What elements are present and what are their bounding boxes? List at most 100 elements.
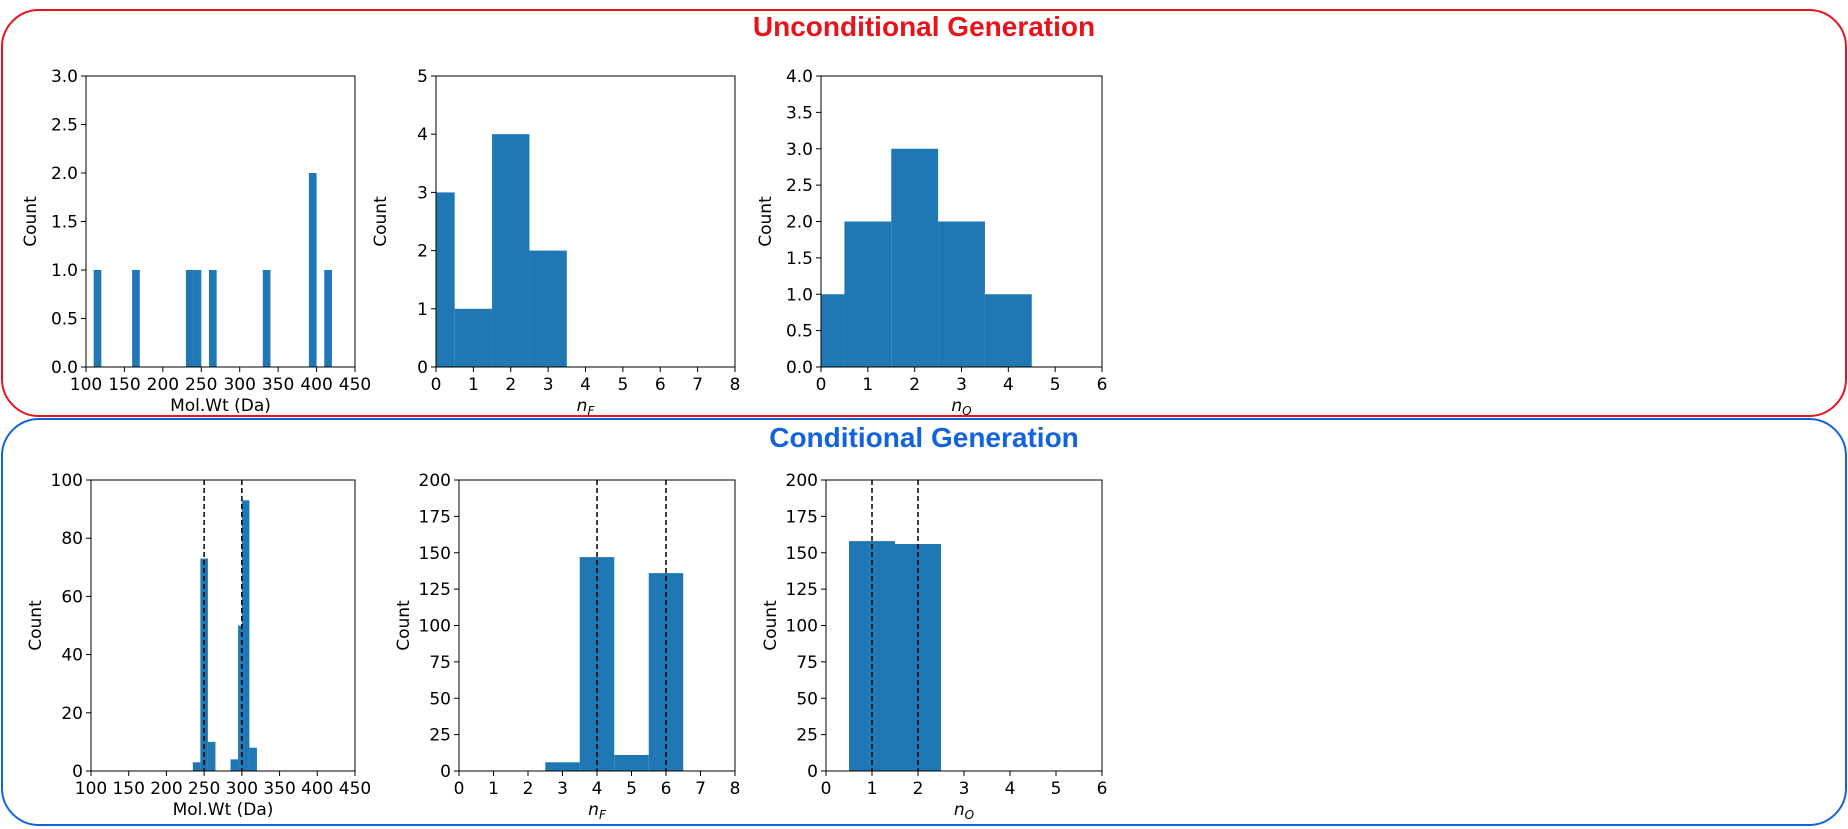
bar-c0-2 [185, 270, 194, 367]
y-tick-label-c2-5: 2.5 [786, 176, 813, 196]
bar-c2-4 [984, 294, 1032, 367]
x-tick-label-c3-7: 450 [339, 779, 371, 799]
x-axis-label-c3: Mol.Wt (Da) [173, 800, 274, 820]
y-tick-label-c4-5: 125 [419, 580, 451, 600]
conditional-panel: Conditional Generation [1, 418, 1847, 826]
y-tick-label-c4-1: 25 [429, 726, 451, 746]
bar-c1-3 [529, 250, 567, 367]
x-tick-label-c2-0: 0 [816, 375, 827, 395]
y-tick-label-c5-3: 75 [796, 653, 818, 673]
bar-c3-2 [207, 741, 216, 771]
x-tick-label-c1-2: 2 [505, 375, 516, 395]
bar-c2-1 [844, 221, 892, 367]
y-tick-label-c2-4: 2.0 [786, 213, 813, 233]
y-axis-label-c2: Count [756, 196, 776, 247]
y-axis-label-c5: Count [761, 600, 781, 651]
x-tick-label-c5-1: 1 [867, 779, 878, 799]
x-tick-label-c5-6: 6 [1097, 779, 1108, 799]
bar-c0-0 [93, 270, 102, 367]
y-tick-label-c3-1: 20 [61, 704, 83, 724]
y-tick-label-c1-1: 1 [417, 300, 428, 320]
x-tick-label-c2-5: 5 [1050, 375, 1061, 395]
bar-c1-1 [454, 308, 493, 367]
bar-c2-0 [821, 294, 845, 367]
y-tick-label-c3-0: 0 [72, 762, 83, 782]
y-tick-label-c1-3: 3 [417, 183, 428, 203]
x-tick-label-c5-3: 3 [959, 779, 970, 799]
x-tick-label-c1-8: 8 [730, 375, 741, 395]
y-tick-label-c1-4: 4 [417, 125, 428, 145]
y-axis-label-c3: Count [26, 600, 46, 651]
bar-c3-5 [241, 500, 250, 771]
y-tick-label-c5-1: 25 [796, 726, 818, 746]
x-tick-label-c1-5: 5 [617, 375, 628, 395]
x-tick-label-c1-0: 0 [431, 375, 442, 395]
bar-c0-5 [262, 270, 271, 367]
y-tick-label-c4-0: 0 [440, 762, 451, 782]
x-tick-label-c0-7: 450 [339, 375, 371, 395]
x-tick-label-c0-6: 400 [300, 375, 332, 395]
x-tick-label-c0-1: 150 [108, 375, 140, 395]
x-axis-label-c5: nO [954, 800, 974, 822]
bar-c3-6 [249, 747, 257, 771]
plot-frame-c3 [90, 479, 356, 772]
x-tick-label-c2-3: 3 [956, 375, 967, 395]
y-axis-label-c1: Count [371, 196, 391, 247]
y-tick-label-c1-2: 2 [417, 242, 428, 262]
x-tick-label-c4-1: 1 [488, 779, 499, 799]
y-tick-label-c4-4: 100 [419, 617, 451, 637]
x-tick-label-c0-4: 300 [223, 375, 255, 395]
unconditional-panel: Unconditional Generation [1, 9, 1847, 417]
conditional-panel-title: Conditional Generation [769, 422, 1079, 453]
y-tick-label-c5-0: 0 [807, 762, 818, 782]
bar-c0-7 [324, 270, 332, 367]
x-tick-label-c1-6: 6 [655, 375, 666, 395]
x-tick-label-c5-4: 4 [1005, 779, 1016, 799]
x-tick-label-c4-8: 8 [730, 779, 741, 799]
bar-c2-2 [891, 148, 939, 367]
bar-c1-0 [436, 192, 455, 367]
x-tick-label-c5-0: 0 [821, 779, 832, 799]
x-tick-label-c0-0: 100 [70, 375, 102, 395]
y-axis-label-c0: Count [21, 196, 41, 247]
y-tick-label-c4-7: 175 [419, 507, 451, 527]
x-tick-label-c0-2: 200 [147, 375, 179, 395]
y-tick-label-c0-0: 0.0 [51, 358, 78, 378]
x-tick-label-c1-3: 3 [543, 375, 554, 395]
x-tick-label-c3-5: 350 [263, 779, 295, 799]
x-tick-label-c2-1: 1 [862, 375, 873, 395]
x-tick-label-c3-0: 100 [75, 779, 107, 799]
y-tick-label-c1-0: 0 [417, 358, 428, 378]
y-tick-label-c5-7: 175 [786, 507, 818, 527]
x-tick-label-c1-4: 4 [580, 375, 591, 395]
unconditional-panel-title: Unconditional Generation [752, 11, 1096, 42]
x-tick-label-c4-5: 5 [626, 779, 637, 799]
x-tick-label-c3-2: 200 [150, 779, 182, 799]
x-tick-label-c2-6: 6 [1097, 375, 1108, 395]
y-axis-label-c4: Count [394, 600, 414, 651]
y-tick-label-c4-8: 200 [419, 471, 451, 491]
y-tick-label-c5-6: 150 [786, 544, 818, 564]
y-tick-label-c2-1: 0.5 [786, 322, 813, 342]
x-tick-label-c5-5: 5 [1051, 779, 1062, 799]
x-axis-label-c2: nO [951, 396, 971, 418]
y-tick-label-c2-0: 0.0 [786, 358, 813, 378]
y-tick-label-c2-6: 3.0 [786, 140, 813, 160]
x-tick-label-c4-0: 0 [454, 779, 465, 799]
y-tick-label-c2-7: 3.5 [786, 103, 813, 123]
x-tick-label-c5-2: 2 [913, 779, 924, 799]
x-tick-label-c1-1: 1 [468, 375, 479, 395]
bar-c0-3 [193, 270, 202, 367]
x-tick-label-c2-2: 2 [909, 375, 920, 395]
y-tick-label-c3-5: 100 [51, 471, 83, 491]
y-tick-label-c3-3: 60 [61, 587, 83, 607]
y-tick-label-c0-3: 1.5 [51, 213, 78, 233]
bar-c0-4 [208, 270, 217, 367]
y-tick-label-c3-4: 80 [61, 529, 83, 549]
bar-c4-0 [545, 762, 580, 771]
y-tick-label-c0-1: 0.5 [51, 310, 78, 330]
